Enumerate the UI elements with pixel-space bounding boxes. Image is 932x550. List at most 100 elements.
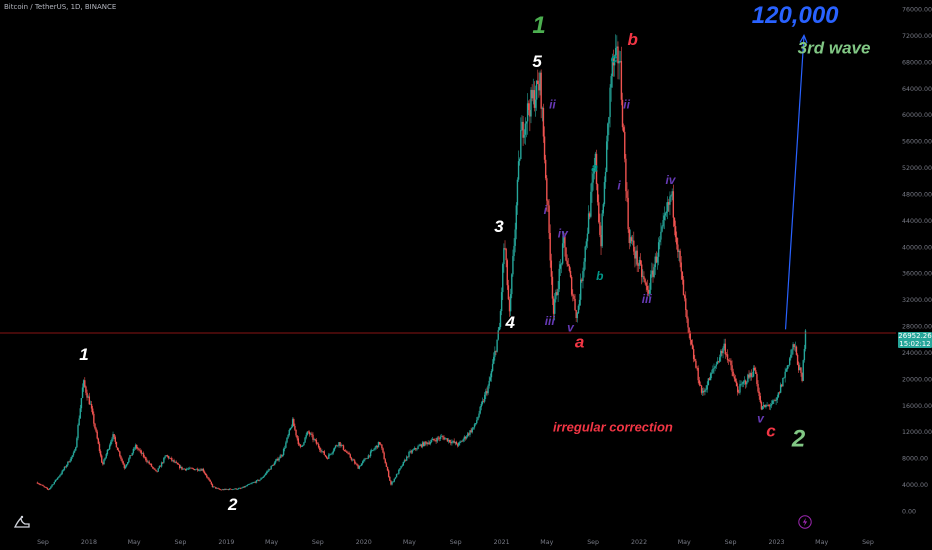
candle-body — [308, 432, 311, 435]
y-tick-label: 20000.00 — [902, 376, 932, 383]
candle-body — [643, 276, 645, 280]
candle-body — [145, 456, 147, 461]
candle-body — [639, 260, 642, 265]
candle-body — [149, 463, 152, 465]
candle-body — [695, 360, 697, 368]
candle-body — [689, 333, 691, 340]
candle-body — [447, 439, 450, 442]
candle-body — [455, 441, 458, 445]
candle-body — [722, 347, 724, 354]
candle-body — [381, 444, 383, 449]
candle-body — [618, 61, 620, 64]
candle-body — [38, 483, 41, 485]
candle-body — [691, 344, 694, 350]
candle-body — [703, 390, 705, 392]
candle-body — [628, 229, 630, 244]
candle-body — [773, 400, 775, 401]
candle-body — [315, 440, 318, 444]
tradingview-logo-icon[interactable] — [13, 514, 31, 530]
candle-body — [631, 240, 634, 242]
candle-body — [220, 489, 223, 491]
candle-body — [264, 473, 267, 476]
candle-body — [195, 468, 198, 470]
candle-body — [245, 485, 248, 487]
candle-body — [436, 437, 438, 442]
candle-body — [255, 480, 258, 483]
candle-body — [474, 423, 477, 425]
candle-body — [162, 462, 164, 464]
candle-body — [392, 481, 394, 483]
candle-body — [68, 461, 70, 463]
candle-body — [208, 478, 210, 481]
candle-body — [450, 442, 452, 444]
candle-body — [784, 371, 786, 378]
candle-body — [76, 438, 78, 448]
candle-body — [106, 449, 109, 455]
candle-body — [512, 256, 514, 275]
candle-body — [323, 451, 325, 455]
candle-body — [320, 449, 322, 452]
candle-body — [147, 461, 149, 463]
lightning-bolt-icon[interactable] — [798, 515, 812, 529]
candle-body — [621, 99, 624, 128]
candle-body — [333, 447, 336, 451]
candle-body — [720, 350, 722, 358]
candle-body — [294, 426, 296, 430]
candle-body — [198, 470, 200, 472]
candle-body — [480, 404, 482, 407]
candle-body — [554, 299, 556, 314]
candle-body — [671, 191, 673, 196]
candle-body — [82, 380, 85, 388]
candle-body — [356, 463, 358, 466]
candle-body — [163, 458, 165, 463]
candle-body — [680, 262, 682, 272]
wave-label: i — [544, 203, 548, 217]
x-tick-label: Sep — [312, 539, 324, 546]
candle-body — [464, 436, 467, 439]
candle-body — [441, 436, 443, 437]
candle-body — [488, 380, 490, 386]
candle-body — [227, 489, 229, 490]
candle-body — [476, 420, 478, 424]
candle-body — [499, 311, 502, 328]
candle-body — [224, 488, 226, 490]
candle-body — [393, 478, 396, 482]
candle-body — [324, 454, 327, 457]
candle-body — [225, 488, 227, 490]
candle-body — [133, 448, 136, 450]
candle-body — [271, 465, 274, 466]
candle-body — [127, 462, 129, 465]
candle-body — [539, 72, 541, 91]
candle-body — [382, 448, 384, 453]
candle-body — [726, 354, 729, 361]
candle-body — [98, 443, 101, 452]
x-tick-label: 2018 — [81, 539, 97, 546]
candle-body — [319, 447, 321, 450]
candle-body — [413, 448, 416, 450]
candle-body — [418, 445, 420, 447]
candle-body — [768, 405, 771, 407]
candle-body — [385, 463, 388, 467]
candle-body — [558, 268, 560, 290]
candle-body — [743, 380, 746, 382]
candle-body — [261, 477, 263, 479]
candle-body — [377, 442, 380, 448]
candle-body — [775, 399, 777, 402]
candle-body — [112, 434, 114, 440]
candle-body — [314, 439, 316, 441]
candle-body — [627, 197, 629, 230]
candle-body — [583, 261, 585, 272]
candle-body — [259, 479, 261, 481]
candle-body — [547, 200, 549, 206]
candle-body — [105, 454, 107, 458]
candle-body — [692, 349, 695, 360]
candle-body — [358, 466, 360, 469]
candle-body — [260, 478, 262, 480]
candle-body — [642, 276, 644, 278]
candle-body — [328, 454, 330, 459]
candle-body — [219, 489, 222, 491]
candle-body — [559, 264, 562, 269]
candle-body — [81, 387, 84, 399]
